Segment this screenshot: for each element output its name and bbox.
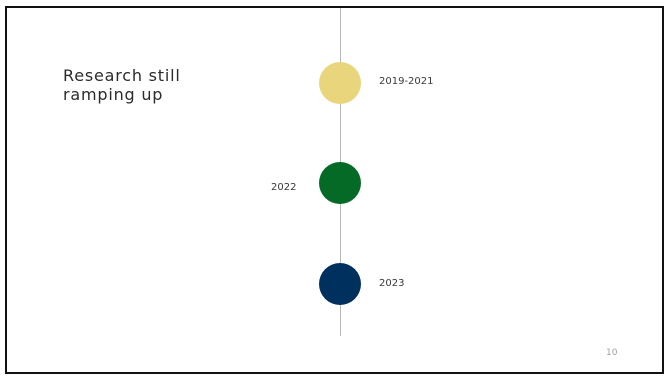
milestone-label: 2023 (379, 278, 405, 289)
slide-title: Research still ramping up (63, 66, 181, 104)
milestone-label: 2022 (271, 182, 297, 193)
milestone-dot (319, 62, 361, 104)
milestone-label: 2019-2021 (379, 76, 434, 87)
milestone-dot (319, 263, 361, 305)
page-number: 10 (606, 348, 618, 358)
slide: Research still ramping up 2019-2021 2022… (5, 6, 664, 374)
milestone-dot (319, 162, 361, 204)
